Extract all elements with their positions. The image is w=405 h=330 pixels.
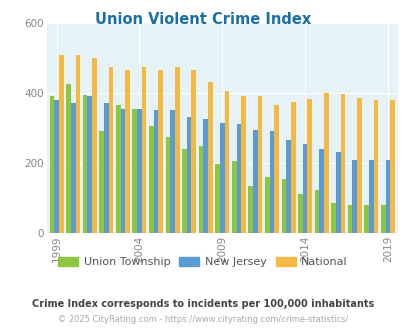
Bar — [87, 96, 92, 233]
Bar — [125, 70, 130, 233]
Bar — [220, 123, 224, 233]
Bar — [356, 98, 361, 233]
Bar — [49, 96, 54, 233]
Bar — [137, 109, 141, 233]
Bar — [330, 203, 335, 233]
Bar — [314, 190, 319, 233]
Bar — [99, 131, 104, 233]
Bar — [290, 102, 295, 233]
Bar — [153, 111, 158, 233]
Bar — [264, 177, 269, 233]
Legend: Union Township, New Jersey, National: Union Township, New Jersey, National — [53, 252, 352, 272]
Bar — [186, 117, 191, 233]
Text: Union Violent Crime Index: Union Violent Crime Index — [95, 12, 310, 26]
Bar — [257, 96, 262, 233]
Bar — [252, 130, 257, 233]
Bar — [215, 164, 220, 233]
Bar — [307, 99, 311, 233]
Bar — [319, 149, 323, 233]
Bar — [165, 137, 170, 233]
Bar — [170, 111, 175, 233]
Bar — [323, 93, 328, 233]
Bar — [54, 100, 59, 233]
Bar — [92, 58, 96, 233]
Bar — [116, 105, 120, 233]
Bar — [132, 109, 137, 233]
Bar — [373, 100, 377, 233]
Bar — [241, 96, 245, 233]
Bar — [191, 70, 196, 233]
Bar — [182, 149, 186, 233]
Bar — [83, 95, 87, 233]
Bar — [352, 160, 356, 233]
Bar — [198, 146, 203, 233]
Bar — [104, 103, 109, 233]
Bar — [207, 82, 212, 233]
Bar — [59, 54, 64, 233]
Bar — [368, 160, 373, 233]
Bar — [75, 54, 80, 233]
Bar — [340, 94, 344, 233]
Bar — [175, 67, 179, 233]
Bar — [66, 84, 71, 233]
Bar — [274, 105, 278, 233]
Bar — [335, 152, 340, 233]
Bar — [364, 205, 368, 233]
Bar — [385, 160, 389, 233]
Bar — [347, 205, 352, 233]
Bar — [302, 144, 307, 233]
Bar — [231, 161, 236, 233]
Bar — [71, 103, 75, 233]
Bar — [109, 67, 113, 233]
Bar — [203, 119, 207, 233]
Bar — [120, 109, 125, 233]
Bar — [149, 126, 153, 233]
Bar — [158, 70, 162, 233]
Bar — [389, 100, 394, 233]
Bar — [286, 140, 290, 233]
Text: © 2025 CityRating.com - https://www.cityrating.com/crime-statistics/: © 2025 CityRating.com - https://www.city… — [58, 315, 347, 324]
Bar — [248, 185, 252, 233]
Bar — [269, 131, 274, 233]
Bar — [380, 205, 385, 233]
Bar — [236, 124, 241, 233]
Bar — [224, 90, 229, 233]
Bar — [297, 194, 302, 233]
Text: Crime Index corresponds to incidents per 100,000 inhabitants: Crime Index corresponds to incidents per… — [32, 299, 373, 309]
Bar — [281, 179, 286, 233]
Bar — [141, 67, 146, 233]
